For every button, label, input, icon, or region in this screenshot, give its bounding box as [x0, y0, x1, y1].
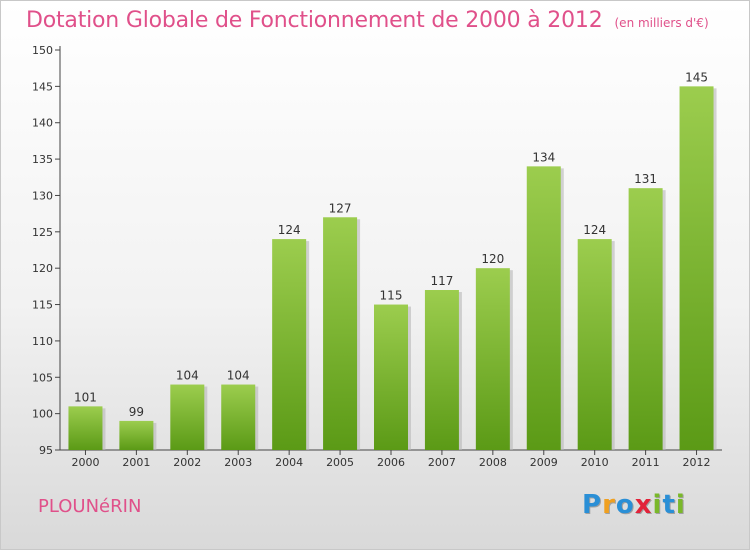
x-tick-label: 2010 — [581, 456, 609, 469]
bar — [475, 268, 510, 450]
x-tick-label: 2005 — [326, 456, 354, 469]
logo-letter: i — [652, 490, 663, 520]
y-tick-label: 125 — [32, 226, 53, 239]
bar-value-label: 124 — [583, 223, 606, 237]
x-tick-label: 2004 — [275, 456, 303, 469]
y-tick-label: 115 — [32, 299, 53, 312]
logo-letter: i — [675, 490, 686, 520]
x-tick-label: 2008 — [479, 456, 507, 469]
bar — [119, 420, 154, 450]
logo-letter: r — [602, 490, 616, 520]
y-tick-label: 135 — [32, 153, 53, 166]
chart-unit-label: (en milliers d'€) — [614, 16, 709, 30]
x-tick-label: 2007 — [428, 456, 456, 469]
y-tick-label: 110 — [32, 335, 53, 348]
bar-value-label: 127 — [329, 201, 352, 215]
bar-value-label: 117 — [430, 274, 453, 288]
y-tick-label: 95 — [39, 444, 53, 457]
bar-value-label: 145 — [685, 70, 708, 84]
y-tick-label: 100 — [32, 408, 53, 421]
logo-letter: o — [615, 490, 635, 520]
y-tick-label: 120 — [32, 262, 53, 275]
bar-value-label: 104 — [227, 369, 250, 383]
x-tick-label: 2000 — [71, 456, 99, 469]
bar-value-label: 99 — [129, 405, 144, 419]
x-tick-label: 2009 — [530, 456, 558, 469]
bar — [68, 406, 103, 450]
bar — [679, 86, 714, 450]
logo-letter: t — [662, 490, 676, 520]
chart-title: Dotation Globale de Fonctionnement de 20… — [26, 8, 709, 33]
bar — [170, 384, 205, 450]
bar-value-label: 104 — [176, 369, 199, 383]
x-tick-label: 2003 — [224, 456, 252, 469]
bar — [374, 304, 408, 450]
commune-name: PLOUNéRIN — [38, 496, 142, 517]
bar — [221, 384, 256, 450]
bar-value-label: 115 — [380, 289, 403, 303]
x-tick-label: 2006 — [377, 456, 405, 469]
bar — [424, 290, 459, 450]
bar-value-label: 134 — [532, 150, 555, 164]
y-tick-label: 145 — [32, 80, 53, 93]
x-tick-label: 2012 — [683, 456, 711, 469]
bar-value-label: 124 — [278, 223, 301, 237]
logo-letter: P — [582, 490, 603, 520]
y-tick-label: 130 — [32, 189, 53, 202]
x-tick-label: 2001 — [122, 456, 150, 469]
y-tick-label: 105 — [32, 371, 53, 384]
bar — [577, 239, 612, 450]
chart-title-text: Dotation Globale de Fonctionnement de 20… — [26, 8, 603, 33]
bar — [628, 188, 663, 450]
bar — [526, 166, 561, 450]
proxiti-logo: Proxiti — [582, 490, 686, 520]
y-tick-label: 140 — [32, 117, 53, 130]
bar-value-label: 101 — [74, 390, 97, 404]
x-tick-label: 2011 — [632, 456, 660, 469]
bar-value-label: 131 — [634, 172, 657, 186]
x-tick-label: 2002 — [173, 456, 201, 469]
bar-value-label: 120 — [481, 252, 504, 266]
bar — [323, 217, 358, 450]
y-tick-label: 150 — [32, 44, 53, 57]
logo-letter: x — [634, 490, 653, 520]
bar — [272, 239, 307, 450]
